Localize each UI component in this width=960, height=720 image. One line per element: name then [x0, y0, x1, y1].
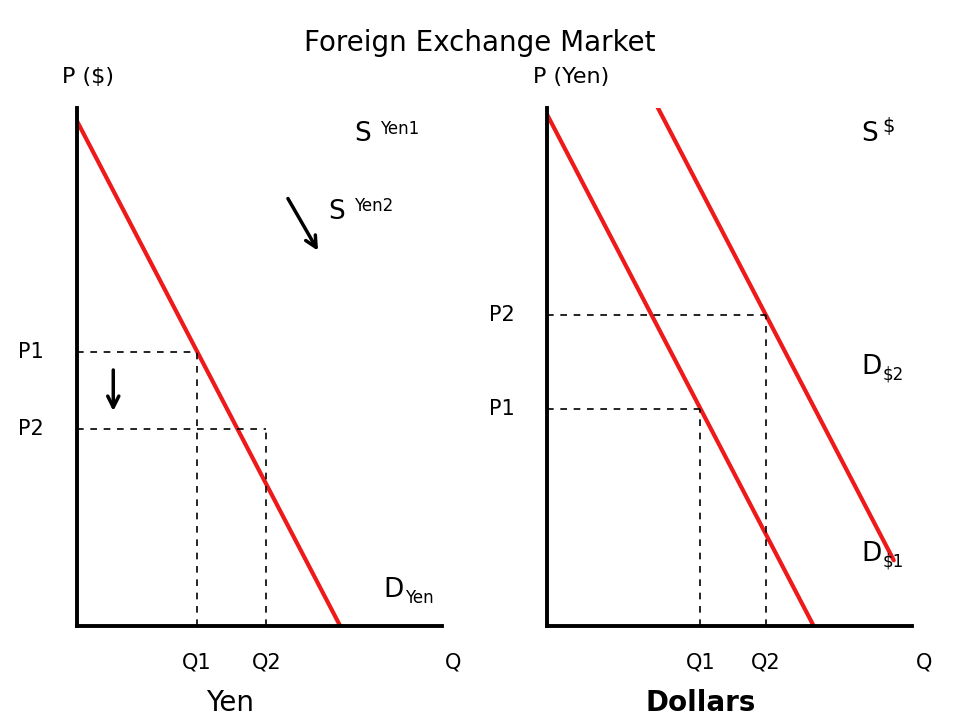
Text: P1: P1	[489, 399, 515, 418]
Text: D: D	[861, 541, 881, 567]
Text: P2: P2	[489, 305, 515, 325]
Text: P (Yen): P (Yen)	[533, 67, 609, 87]
Text: Q1: Q1	[685, 652, 715, 672]
Text: Yen: Yen	[206, 688, 254, 716]
Text: Yen2: Yen2	[354, 197, 394, 215]
Text: P1: P1	[18, 342, 44, 361]
Text: Q: Q	[916, 652, 932, 672]
Text: $2: $2	[883, 366, 904, 384]
Text: P2: P2	[18, 420, 44, 439]
Text: $: $	[883, 117, 895, 135]
Text: Q2: Q2	[752, 652, 780, 672]
Text: S: S	[354, 121, 371, 147]
Text: Q1: Q1	[182, 652, 212, 672]
Text: D: D	[383, 577, 403, 603]
Text: S: S	[328, 199, 346, 225]
Text: Dollars: Dollars	[645, 688, 756, 716]
Text: P ($): P ($)	[62, 67, 114, 87]
Text: D: D	[861, 354, 881, 380]
Text: Q2: Q2	[252, 652, 281, 672]
Text: Yen: Yen	[405, 589, 434, 607]
Text: Q: Q	[445, 652, 462, 672]
Text: $1: $1	[883, 553, 904, 570]
Text: S: S	[861, 121, 877, 147]
Text: Foreign Exchange Market: Foreign Exchange Market	[304, 29, 656, 57]
Text: Yen1: Yen1	[379, 120, 419, 138]
